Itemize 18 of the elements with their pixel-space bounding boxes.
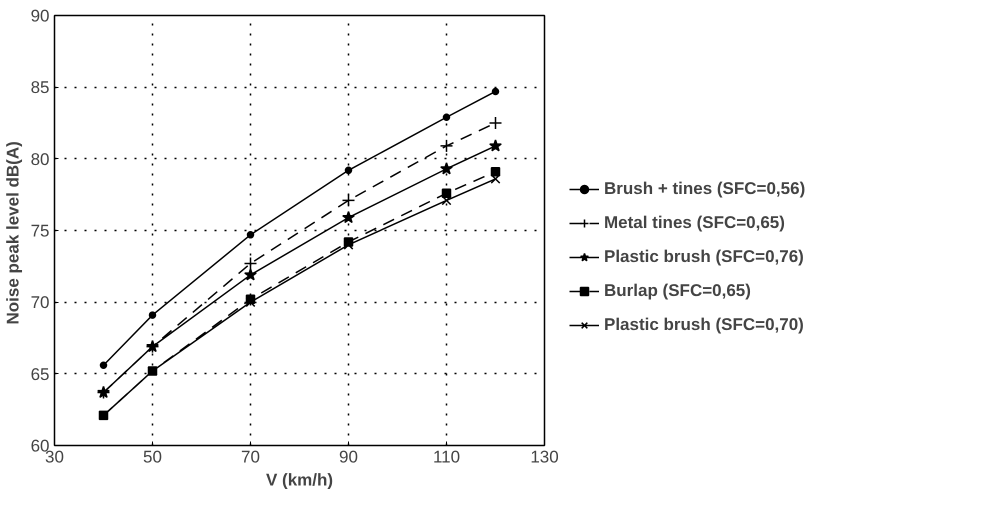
x-tick-label: 50 [143,448,162,466]
y-tick-label: 85 [30,78,50,98]
legend-label: Brush + tines (SFC=0,56) [604,179,806,199]
x-tick-label: 70 [241,448,260,466]
y-tick-label: 75 [30,222,50,240]
legend-label: Burlap (SFC=0,65) [604,281,751,301]
y-axis-title: Noise peak level dB(A) [4,141,23,324]
x-tick-label: 130 [530,448,559,466]
y-tick-label: 70 [30,293,50,312]
x-tick-label: 110 [432,448,460,466]
x-axis-title: V (km/h) [266,470,334,490]
legend-label: Metal tines (SFC=0,65) [604,213,785,233]
y-tick-label: 90 [30,6,50,26]
legend-label: Plastic brush (SFC=0,76) [604,247,804,267]
legend-label: Plastic brush (SFC=0,70) [604,315,804,335]
y-tick-label: 65 [30,364,50,384]
x-tick-label: 90 [339,448,358,466]
y-tick-label: 80 [30,150,50,169]
